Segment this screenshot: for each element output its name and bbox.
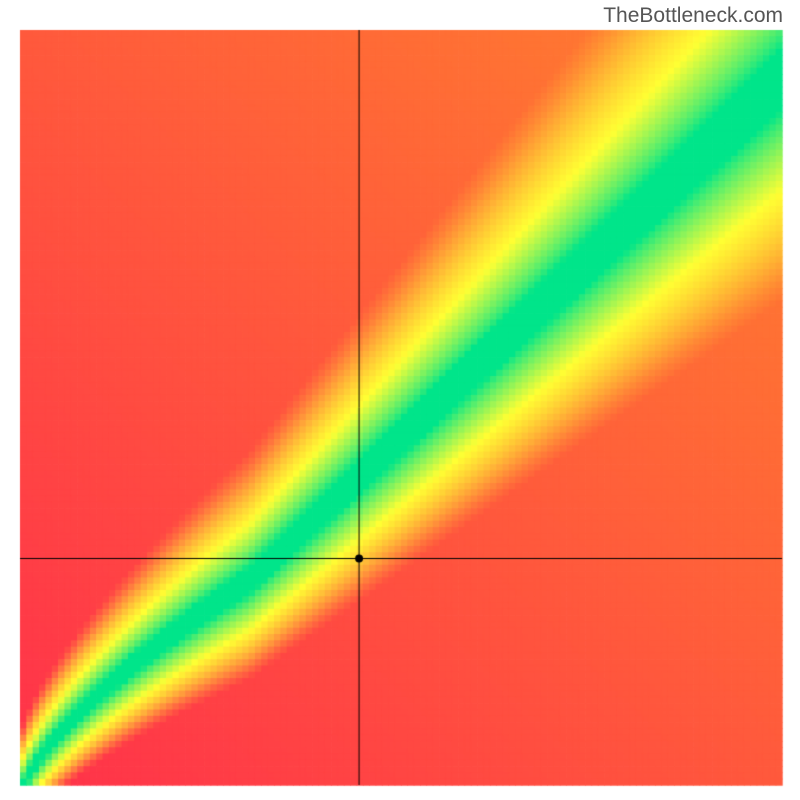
chart-container: TheBottleneck.com — [0, 0, 800, 800]
watermark-text: TheBottleneck.com — [603, 4, 783, 28]
heatmap-canvas — [0, 0, 800, 800]
